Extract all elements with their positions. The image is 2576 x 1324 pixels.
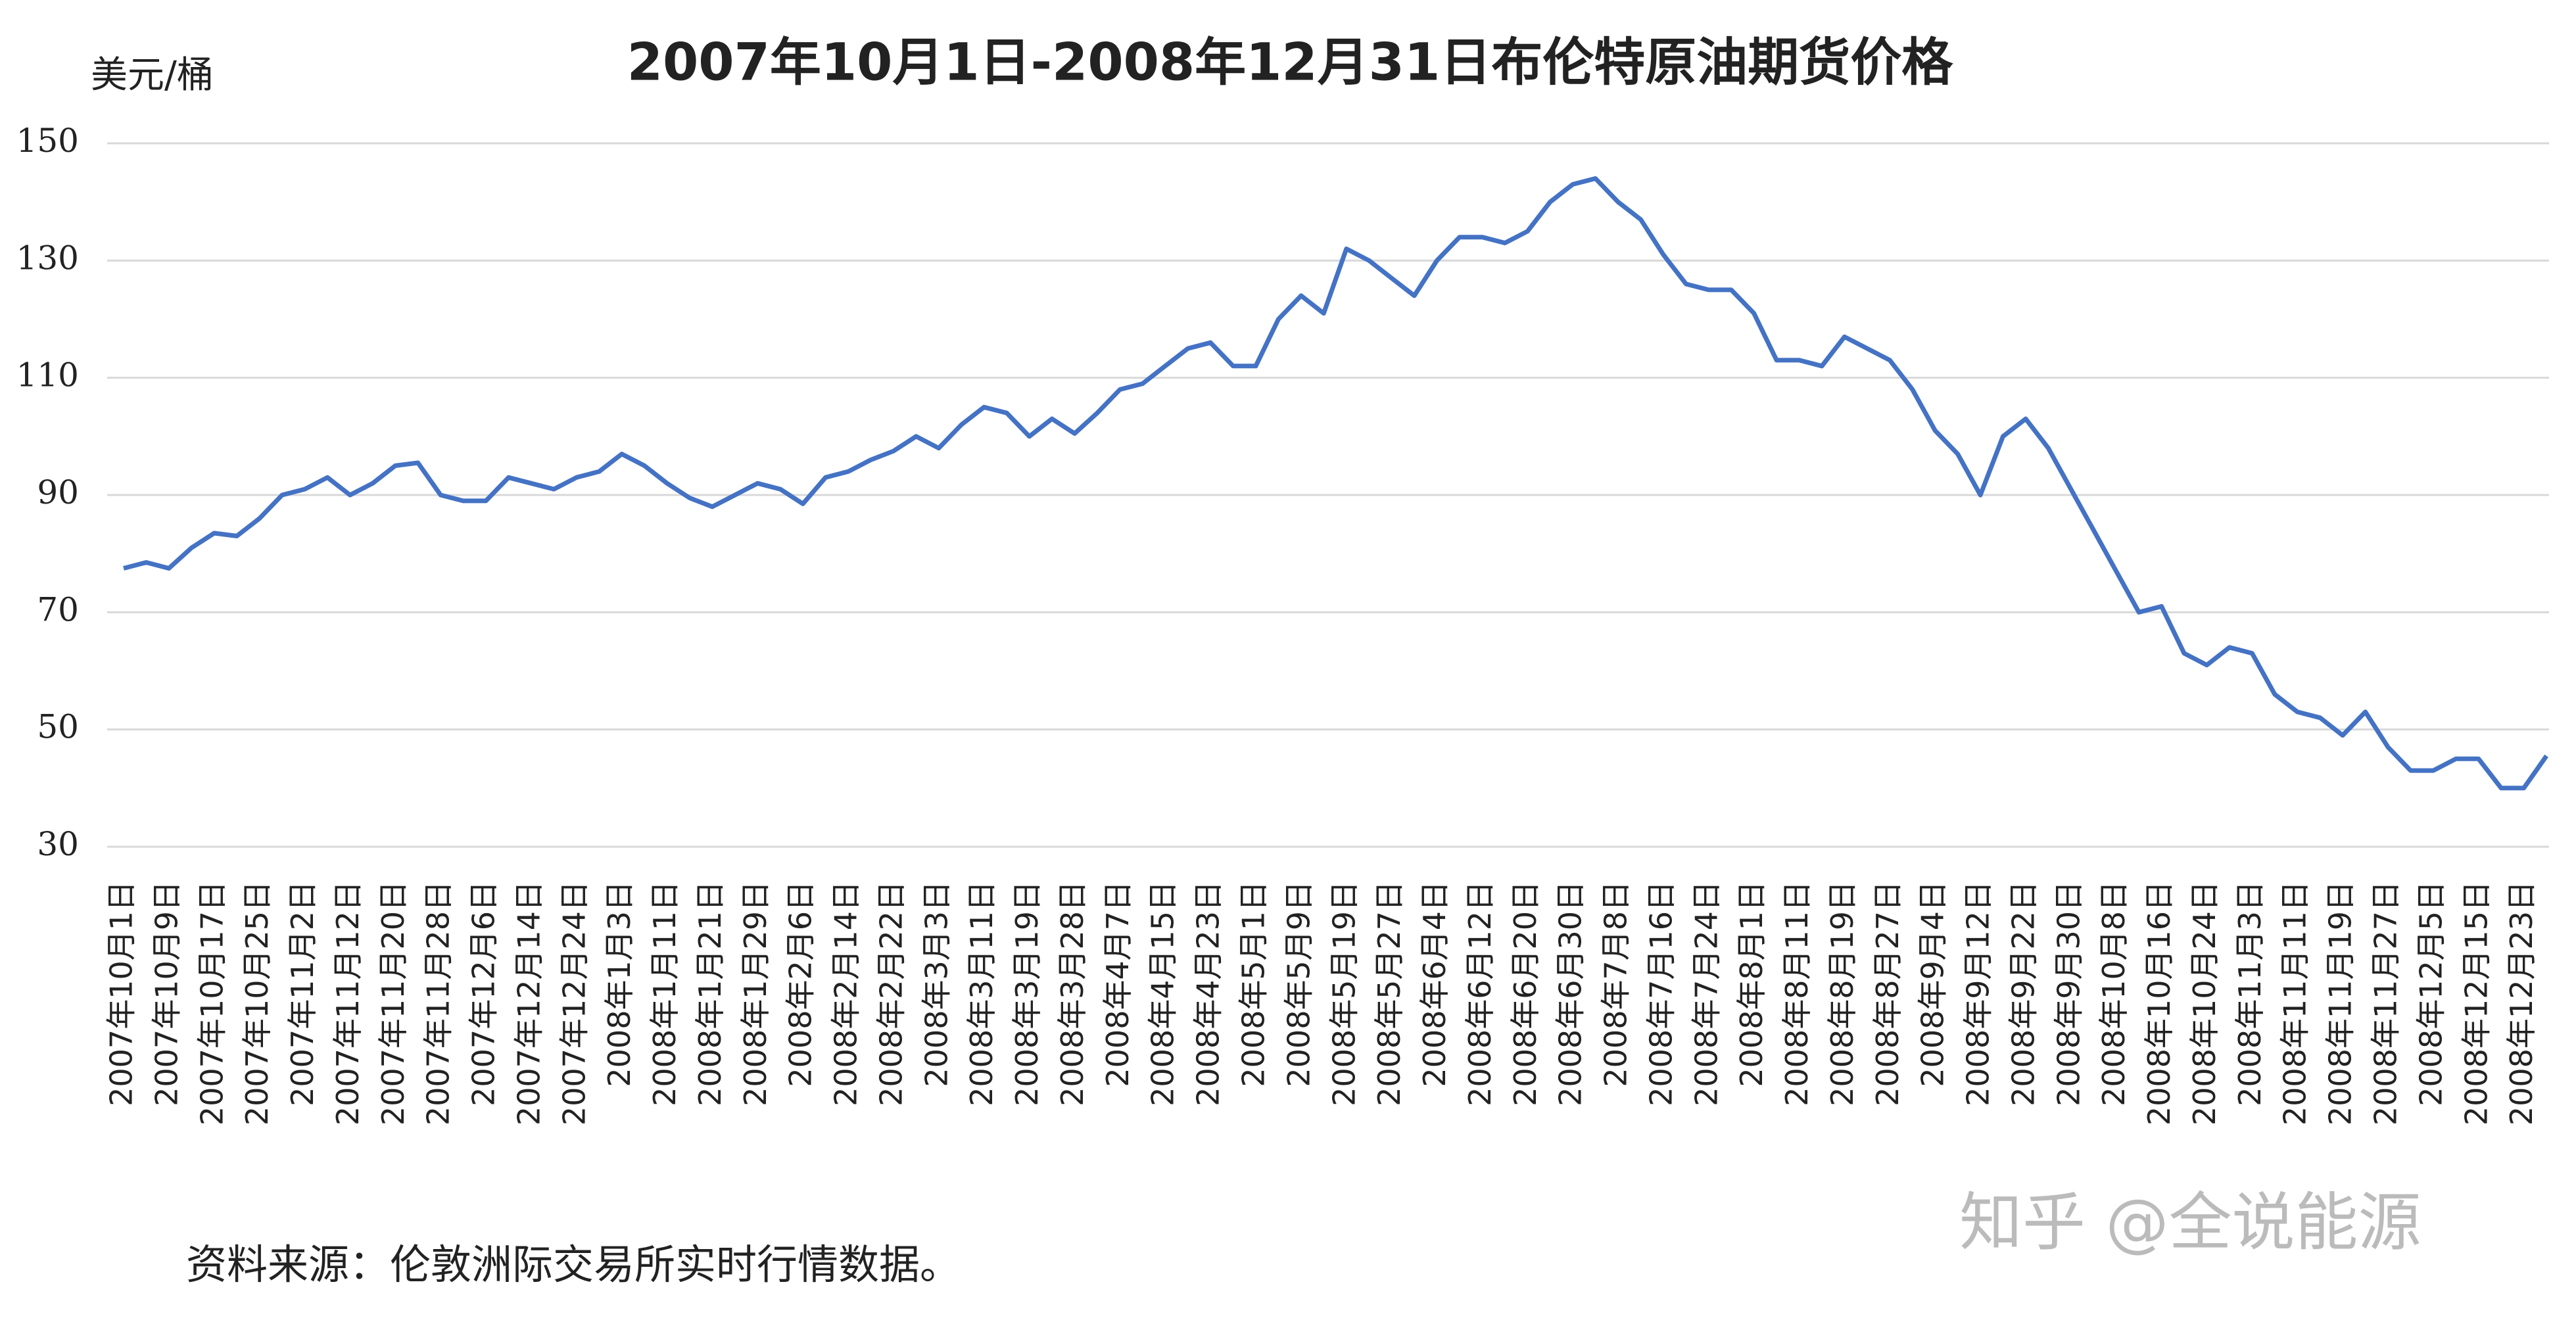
x-tick-label: 2008年3月19日 [1009, 881, 1045, 1106]
x-tick-label: 2008年5月27日 [1371, 881, 1407, 1106]
x-tick-label: 2008年6月12日 [1462, 881, 1498, 1106]
x-tick-label: 2008年8月19日 [1825, 881, 1860, 1106]
y-tick-label: 90 [37, 473, 79, 511]
x-tick-label: 2007年12月6日 [466, 881, 502, 1106]
x-tick-label: 2008年12月5日 [2413, 881, 2448, 1106]
x-tick-label: 2007年11月2日 [285, 881, 320, 1106]
y-tick-label: 130 [16, 239, 79, 277]
x-tick-label: 2008年6月30日 [1553, 881, 1588, 1106]
x-tick-label: 2008年8月27日 [1870, 881, 1905, 1106]
x-tick-label: 2008年4月7日 [1100, 881, 1135, 1087]
x-tick-label: 2008年4月15日 [1145, 881, 1181, 1106]
x-tick-label: 2008年3月11日 [964, 881, 999, 1106]
x-tick-label: 2008年1月21日 [692, 881, 728, 1106]
watermark: 知乎 @全说能源 [1959, 1185, 2421, 1259]
x-tick-label: 2008年3月28日 [1055, 881, 1090, 1106]
x-tick-label: 2008年6月20日 [1508, 881, 1543, 1106]
y-tick-label: 50 [37, 708, 79, 746]
x-tick-label: 2008年10月24日 [2187, 881, 2222, 1125]
x-tick-label: 2008年9月4日 [1915, 881, 1951, 1087]
source-note: 资料来源：伦敦洲际交易所实时行情数据。 [186, 1241, 961, 1289]
x-tick-label: 2008年4月23日 [1191, 881, 1226, 1106]
x-tick-label: 2008年7月24日 [1688, 881, 1724, 1106]
x-tick-label: 2007年10月25日 [239, 881, 275, 1125]
x-tick-label: 2008年11月19日 [2323, 881, 2358, 1125]
x-tick-label: 2008年11月27日 [2368, 881, 2404, 1125]
y-tick-label: 70 [37, 590, 79, 628]
x-tick-label: 2007年10月17日 [194, 881, 229, 1125]
chart-title: 2007年10月1日-2008年12月31日布伦特原油期货价格 [627, 33, 1953, 92]
x-tick-label: 2008年8月11日 [1779, 881, 1815, 1106]
x-tick-label: 2008年2月6日 [783, 881, 819, 1087]
x-tick-label: 2008年5月9日 [1281, 881, 1316, 1087]
x-tick-label: 2008年6月4日 [1417, 881, 1452, 1087]
x-tick-label: 2008年5月19日 [1326, 881, 1362, 1106]
x-tick-label: 2008年2月22日 [873, 881, 909, 1106]
y-tick-label: 110 [16, 356, 79, 394]
x-tick-label: 2007年12月14日 [511, 881, 546, 1125]
x-tick-label: 2008年10月16日 [2141, 881, 2177, 1125]
x-tick-label: 2008年1月3日 [602, 881, 637, 1087]
x-tick-label: 2007年11月20日 [375, 881, 411, 1125]
y-axis-label: 美元/桶 [91, 54, 214, 97]
x-tick-label: 2008年1月29日 [738, 881, 773, 1106]
x-tick-label: 2007年12月24日 [556, 881, 592, 1125]
x-tick-label: 2008年9月30日 [2051, 881, 2086, 1106]
x-tick-label: 2007年11月28日 [421, 881, 456, 1125]
price-line [123, 176, 2548, 791]
x-tick-label: 2007年10月1日 [104, 881, 139, 1106]
x-tick-label: 2008年11月3日 [2232, 881, 2268, 1106]
x-tick-label: 2008年10月8日 [2096, 881, 2132, 1106]
x-tick-label: 2008年11月11日 [2278, 881, 2313, 1125]
x-tick-label: 2008年8月1日 [1734, 881, 1769, 1087]
y-tick-label: 30 [37, 825, 79, 863]
x-tick-label: 2008年7月8日 [1598, 881, 1634, 1087]
x-tick-label: 2007年10月9日 [149, 881, 184, 1106]
x-tick-label: 2008年2月14日 [828, 881, 864, 1106]
x-tick-label: 2008年3月3日 [918, 881, 954, 1087]
x-tick-label: 2008年9月12日 [1961, 881, 1996, 1106]
x-tick-label: 2008年1月11日 [647, 881, 682, 1106]
x-tick-label: 2008年12月15日 [2458, 881, 2494, 1125]
x-tick-label: 2008年9月22日 [2005, 881, 2041, 1106]
x-tick-label: 2008年7月16日 [1643, 881, 1679, 1106]
x-tick-label: 2008年5月1日 [1236, 881, 1272, 1087]
x-tick-label: 2007年11月12日 [330, 881, 366, 1125]
x-tick-label: 2008年12月23日 [2504, 881, 2539, 1125]
y-tick-label: 150 [16, 122, 79, 160]
